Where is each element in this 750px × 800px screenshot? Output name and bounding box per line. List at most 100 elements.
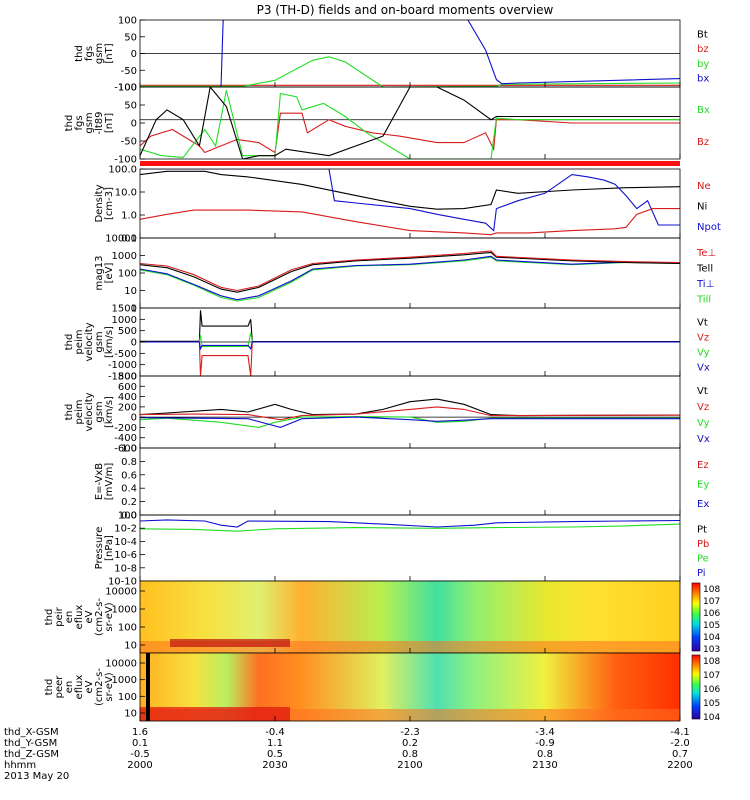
y-tick-label: 0 <box>131 338 137 349</box>
y-axis-label: E=-VxB <box>94 463 105 500</box>
y-axis-label: thd <box>74 45 85 62</box>
y-tick-label: 100 <box>118 269 137 280</box>
series-Bx <box>140 90 680 159</box>
y-tick-label: 100 <box>118 511 137 522</box>
series-by <box>140 56 680 87</box>
ephemeris-value: -0.5 <box>130 749 150 760</box>
y-axis-label: [mV/m] <box>104 463 115 501</box>
y-axis-label: gsm <box>94 331 105 352</box>
y-tick-label: 600 <box>118 382 137 393</box>
y-axis-label: thd <box>44 609 55 626</box>
y-tick-label: 100 <box>118 623 137 634</box>
y-tick-label: 0.4 <box>121 484 137 495</box>
y-axis-label: en <box>64 611 75 624</box>
y-tick-label: 0.0 <box>121 511 137 522</box>
legend-entry: Vy <box>697 348 710 359</box>
y-axis-label: fgs <box>84 46 95 61</box>
colorbar-tick: 108 <box>703 657 720 667</box>
colorbar <box>691 654 701 720</box>
ephemeris-value: -3.4 <box>535 727 555 738</box>
ephemeris-value: 1.6 <box>132 727 148 738</box>
y-tick-label: 10-6 <box>114 550 137 561</box>
colorbar-tick: 104 <box>703 633 720 643</box>
y-axis-label: Pressure <box>94 527 105 570</box>
y-axis-label: -lt89 <box>94 111 105 134</box>
series-Vz <box>140 341 680 376</box>
colorbar-tick: 105 <box>703 621 720 631</box>
y-axis-label: eflux <box>74 675 85 700</box>
ephemeris-label: hhmm <box>4 760 36 771</box>
y-tick-label: 10-8 <box>114 563 137 574</box>
ephemeris-value: 0.7 <box>672 749 688 760</box>
colorbar-tick: 108 <box>703 585 720 595</box>
y-axis-label: eflux <box>74 605 85 630</box>
legend-entry: bx <box>697 74 709 85</box>
ephemeris-value: 2130 <box>532 760 557 771</box>
y-axis-label: eV <box>84 680 95 693</box>
legend-entry: by <box>697 59 709 70</box>
y-tick-label: -400 <box>114 433 137 444</box>
y-axis-label: (cm2-s- <box>94 598 105 636</box>
y-tick-label: 1000 <box>112 675 137 686</box>
legend-entry: Vz <box>697 402 709 413</box>
series-Vz <box>140 406 680 421</box>
y-axis-label: [nPa] <box>104 535 115 561</box>
y-tick-label: 500 <box>118 326 137 337</box>
y-tick-label: 0.6 <box>121 470 137 481</box>
y-tick-label: 1.0 <box>121 444 137 455</box>
colorbar <box>691 582 701 652</box>
ephemeris-value: 2200 <box>667 760 692 771</box>
y-tick-label: 10-2 <box>114 524 137 535</box>
series-Vt <box>140 398 680 417</box>
panel-frame <box>139 375 681 449</box>
ephemeris-value: 2100 <box>397 760 422 771</box>
y-axis-label: peim <box>74 399 85 424</box>
y-tick-label: 10-4 <box>114 537 137 548</box>
y-tick-label: 100 <box>118 692 137 703</box>
legend-entry: Bx <box>697 105 710 116</box>
series-Ti⊥ <box>140 255 680 301</box>
date-label: 2013 May 20 <box>4 771 69 782</box>
y-tick-label: -100 <box>114 83 137 94</box>
y-tick-label: 10.0 <box>115 188 137 199</box>
legend-entry: Npot <box>697 222 721 233</box>
series-Vy <box>140 332 680 348</box>
legend-entry: Ex <box>697 499 709 510</box>
y-tick-label: 10000 <box>105 659 137 670</box>
y-axis-label: peir <box>54 606 65 626</box>
ephemeris-label: thd_Z-GSM <box>4 749 59 760</box>
y-tick-label: 50 <box>124 101 137 112</box>
series-Vx <box>140 416 680 428</box>
colorbar-tick: 106 <box>703 609 720 619</box>
legend-entry: Vx <box>697 434 710 445</box>
y-axis-label: [eV] <box>104 263 115 284</box>
ephemeris-value: 0.8 <box>402 749 418 760</box>
y-axis-label: thd <box>64 334 75 351</box>
series-Ne <box>140 208 680 236</box>
series-Vy <box>140 416 680 428</box>
y-tick-label: -50 <box>121 137 137 148</box>
legend-entry: Ne <box>697 181 711 192</box>
series-Vt <box>140 310 680 343</box>
y-tick-label: -50 <box>121 66 137 77</box>
y-tick-label: 10 <box>124 709 137 720</box>
colorbar-tick: 107 <box>703 671 720 681</box>
y-axis-label: thd <box>64 115 75 132</box>
orbit-bar <box>140 161 680 166</box>
ephemeris-value: 2000 <box>127 760 152 771</box>
y-axis-label: (cm2-s- <box>94 668 105 706</box>
y-tick-label: 1000 <box>112 315 137 326</box>
panel-7: 1.0 0.8 0.6 0.4 0.2 0.0 E=-VxB [mV/m] Ez Ey Ex <box>94 444 709 522</box>
y-tick-label: -500 <box>114 349 137 360</box>
y-tick-label: 1.0 <box>121 211 137 222</box>
series-Npot <box>140 169 680 232</box>
y-tick-label: 100.0 <box>108 165 137 176</box>
y-axis-label: Density <box>94 184 105 222</box>
y-tick-label: 100 <box>118 83 137 94</box>
y-tick-label: 10 <box>124 641 137 652</box>
y-tick-label: 0.2 <box>121 497 137 508</box>
